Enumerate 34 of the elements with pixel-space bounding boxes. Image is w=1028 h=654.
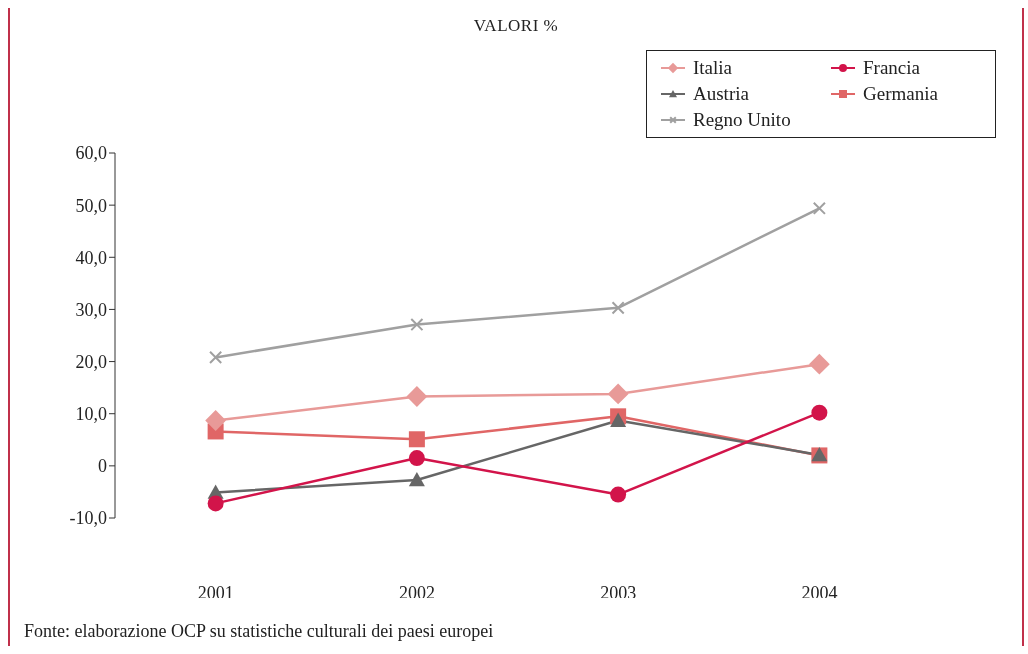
x-tick-label: 2003: [600, 582, 637, 603]
point: [610, 486, 627, 503]
point: [610, 412, 627, 427]
y-tick-label: -10,0: [69, 508, 107, 529]
chart-title: VALORI %: [472, 16, 560, 36]
y-tick-label: 30,0: [75, 299, 107, 320]
point: [811, 404, 828, 421]
source-note: Fonte: elaborazione OCP su statistiche culturali dei paesi europei: [24, 621, 494, 642]
x-tick-label: 2001: [197, 582, 234, 603]
y-tick-label: 20,0: [75, 351, 107, 372]
point: [408, 450, 425, 467]
point: [408, 471, 425, 487]
legend-label: Regno Unito: [693, 109, 791, 131]
y-tick-label: 60,0: [75, 143, 107, 164]
point: [607, 383, 629, 405]
x-tick-label: 2004: [801, 582, 838, 603]
point: [207, 495, 224, 512]
legend-label: Francia: [863, 57, 920, 79]
point: [410, 317, 424, 332]
point: [812, 201, 826, 215]
legend-label: Germania: [863, 83, 938, 105]
point: [611, 301, 625, 315]
point: [808, 353, 830, 375]
y-tick-label: 40,0: [75, 247, 107, 268]
point: [408, 431, 425, 448]
y-tick-label: 0: [98, 456, 107, 477]
point: [209, 350, 223, 364]
point: [406, 386, 428, 407]
legend-label: Italia: [693, 57, 733, 79]
x-tick-label: 2002: [398, 582, 435, 603]
y-tick-label: 10,0: [75, 404, 107, 425]
point: [205, 410, 227, 431]
y-tick-label: 50,0: [75, 195, 107, 216]
legend-label: Austria: [693, 83, 749, 105]
